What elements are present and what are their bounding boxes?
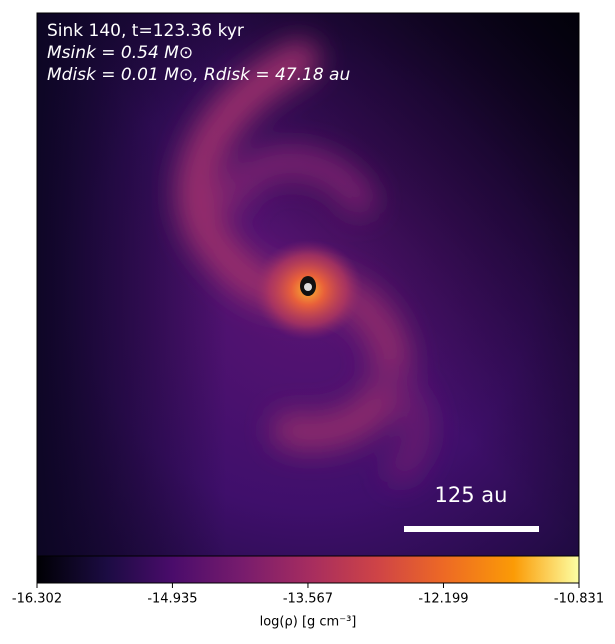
scale-bar xyxy=(404,526,539,532)
annotation: Sink 140, t=123.36 kyr xyxy=(47,21,244,41)
colorbar xyxy=(36,555,580,584)
colorbar-tick-label: -16.302 xyxy=(12,592,62,607)
colorbar-label: log(ρ) [g cm⁻³] xyxy=(260,615,357,630)
density-image xyxy=(37,13,579,556)
colorbar-tick-label: -12.199 xyxy=(418,592,468,607)
colorbar-tick-label: -13.567 xyxy=(283,592,333,607)
colorbar-tick-label: -10.831 xyxy=(554,592,604,607)
annotation: Msink = 0.54 M⊙ xyxy=(47,43,193,63)
annotation: Mdisk = 0.01 M⊙, Rdisk = 47.18 au xyxy=(47,65,350,85)
scale-bar-label: 125 au xyxy=(435,483,508,507)
colorbar-tick-label: -14.935 xyxy=(147,592,197,607)
